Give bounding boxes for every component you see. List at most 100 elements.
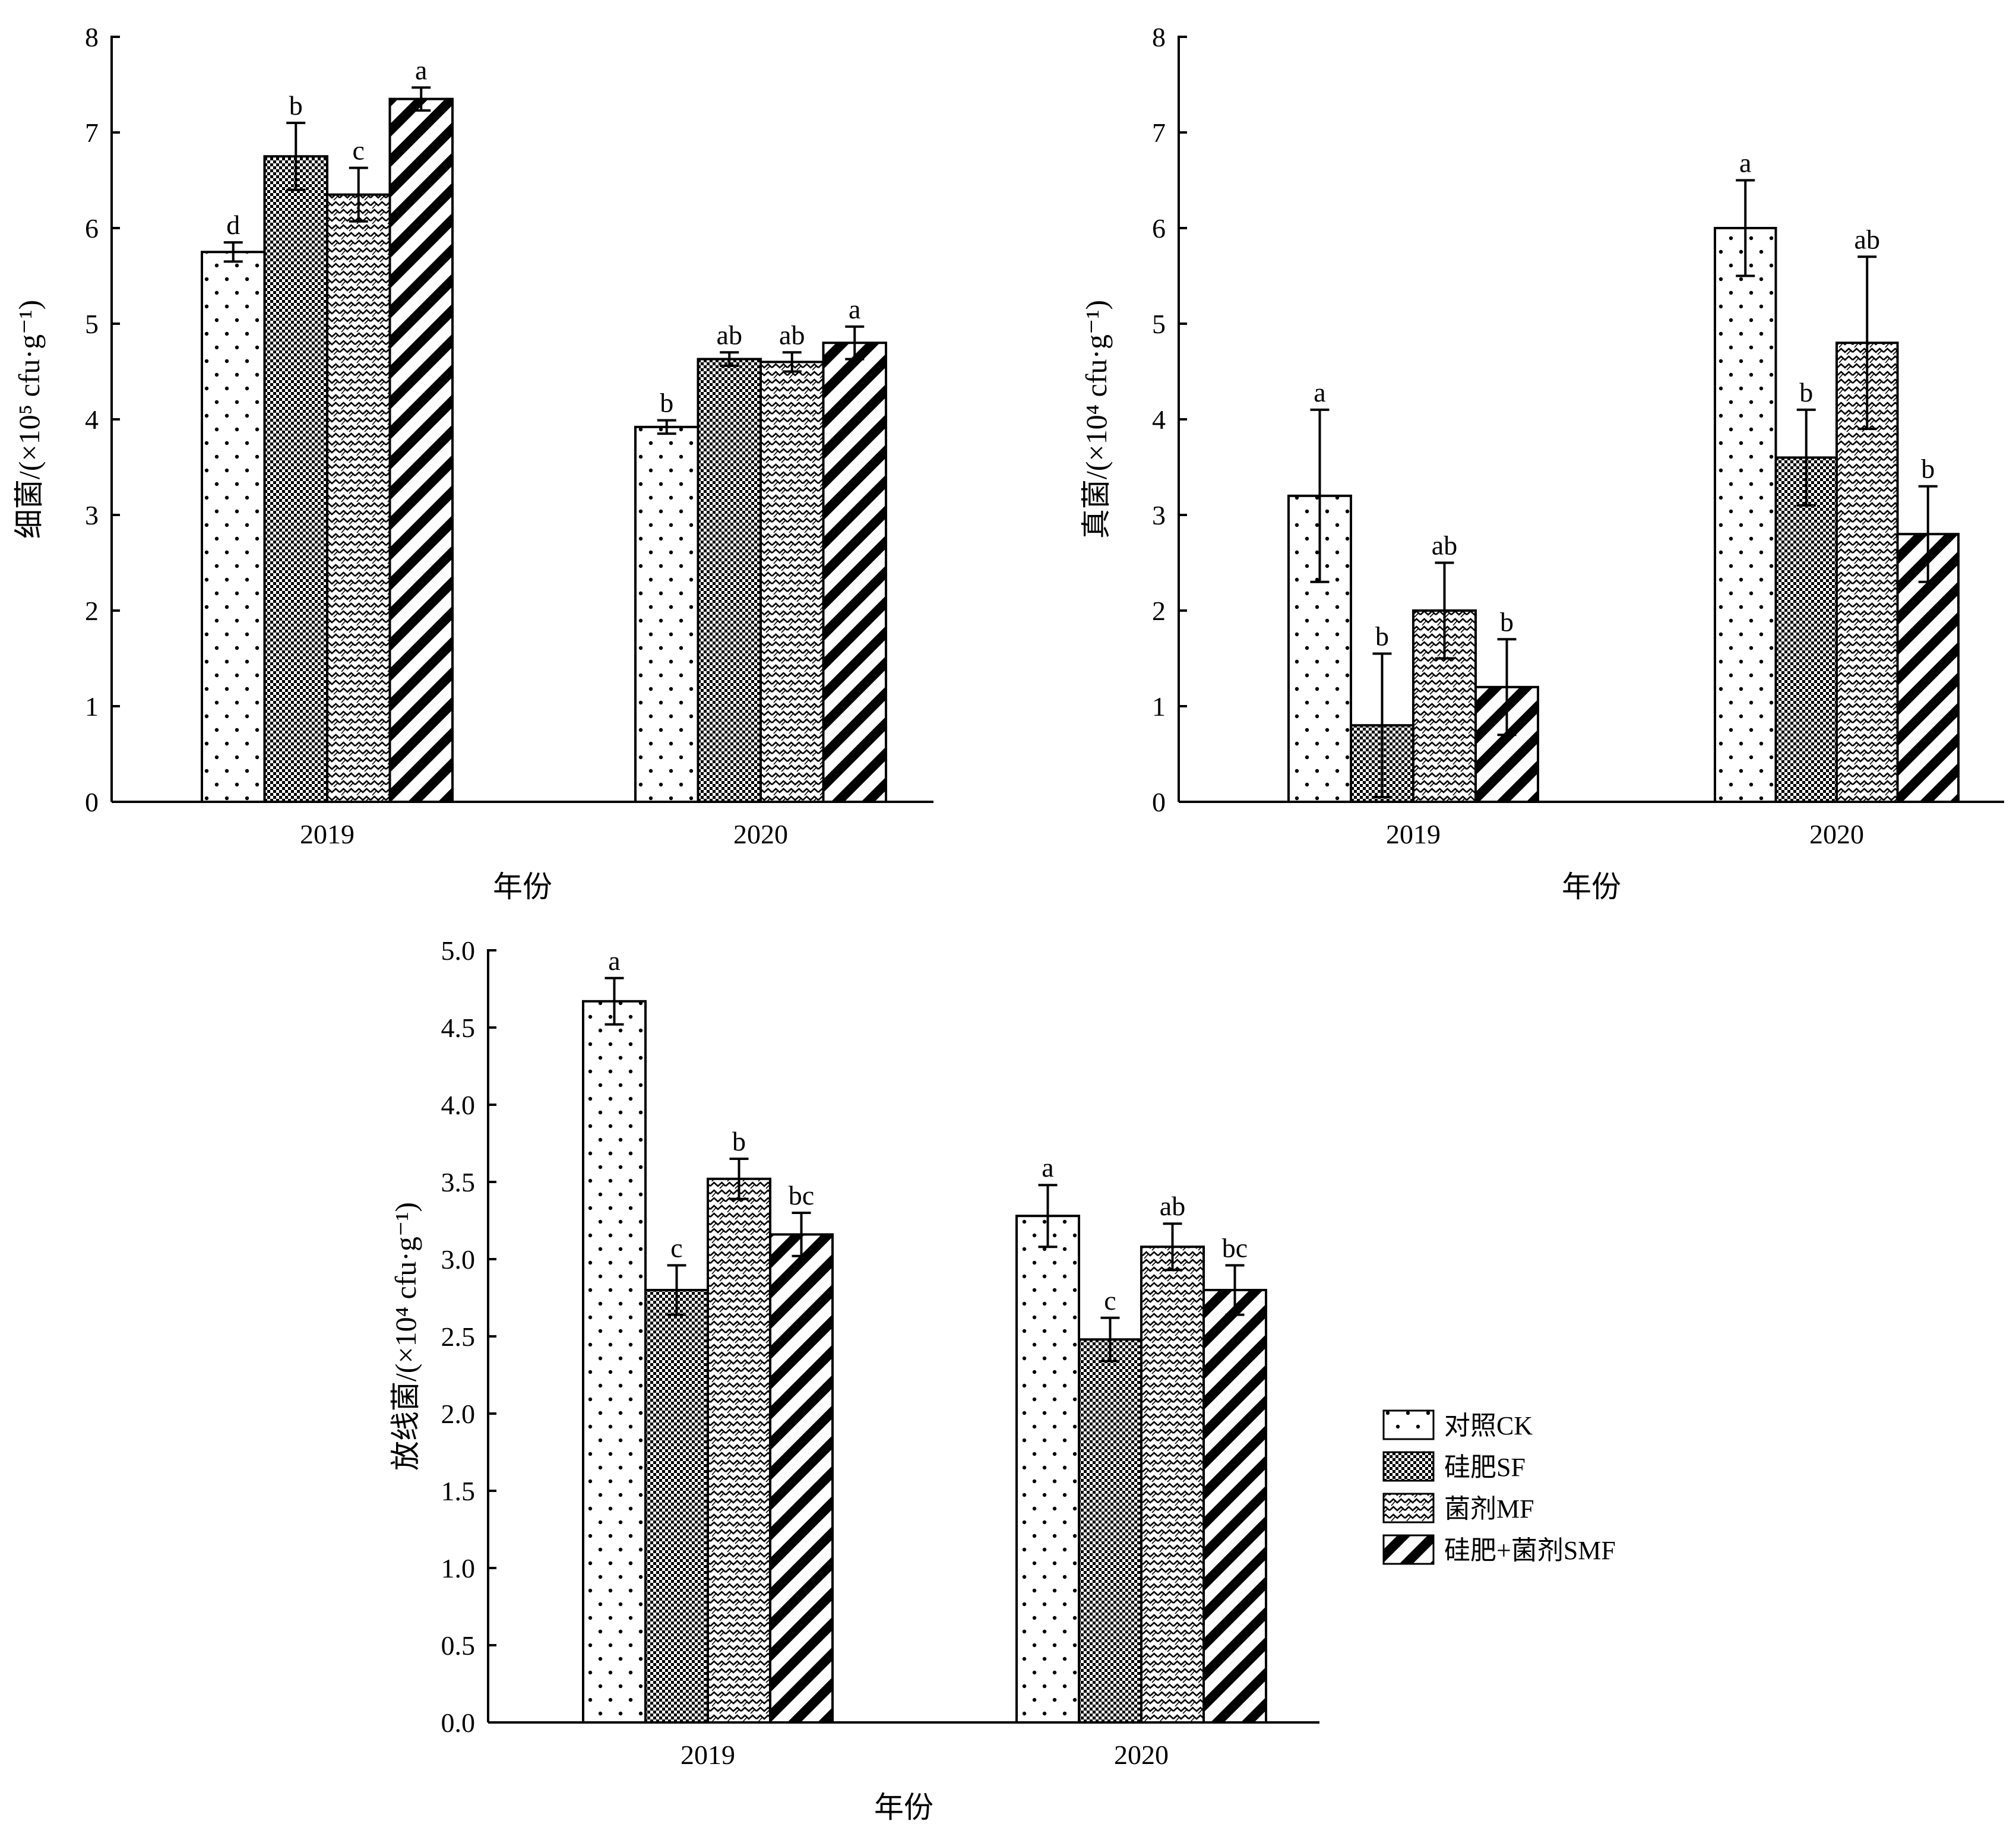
error-bar [667,1264,686,1316]
y-axis-title: 真菌/(×10⁴ cfu·g⁻¹) [1080,300,1113,539]
x-tick-label: 2019 [681,1740,735,1770]
bar-bacteria-2019-硅肥+菌剂SMF [388,97,454,803]
legend-item-MF: 菌剂MF [1382,1493,1534,1523]
error-bar [1100,1316,1120,1363]
significance-letter: ab [1854,224,1880,254]
error-bar [1372,652,1392,798]
error-bar [1918,485,1938,583]
legend-label: 菌剂MF [1444,1494,1534,1523]
error-bar [782,351,802,373]
y-tick-label: 5 [85,309,99,339]
bar-bacteria-2020-菌剂MF [759,361,825,803]
error-bar [729,1158,749,1200]
y-tick-label: 2.5 [441,1322,476,1352]
y-tick-label: 2 [1152,596,1166,626]
significance-letter: a [1739,148,1751,178]
bar-actinomycetes-2019-硅肥SF [644,1289,709,1724]
x-tick-label: 2019 [300,819,355,849]
legend-swatch [1382,1409,1435,1440]
y-tick-label: 1 [1152,691,1166,722]
y-axis-title: 放线菌/(×10⁴ cfu·g⁻¹) [389,1202,422,1471]
error-bar [792,1212,811,1257]
error-bar [720,351,739,367]
legend-label: 硅肥SF [1444,1453,1526,1482]
error-bar [657,419,676,435]
y-tick-label: 7 [85,118,99,148]
bar-bacteria-2020-硅肥+菌剂SMF [822,342,887,803]
error-bar [1225,1264,1245,1316]
x-axis-title: 年份 [493,870,552,903]
significance-letter: bc [1222,1232,1248,1263]
chart-actinomycetes: a a c c b ab bc bc 0.0 0.5 1.0 1.5 2.0 2.5 3.0 3.5 4.0 4.… [389,935,1319,1824]
y-tick-label: 5 [1152,309,1166,339]
x-tick-label: 2020 [1809,819,1864,849]
legend-item-SF: 硅肥SF [1382,1451,1526,1482]
y-tick-label: 4.0 [441,1090,476,1120]
significance-letter: c [1104,1285,1116,1316]
error-bar [1796,408,1816,507]
bar-actinomycetes-2020-对照CK [1015,1215,1080,1724]
significance-letter: c [353,135,365,166]
significance-letter: ab [717,320,742,350]
significance-letter: a [1042,1152,1053,1183]
error-bar [605,976,624,1026]
error-bar [1736,179,1755,277]
significance-letter: a [415,55,427,85]
bar-actinomycetes-2019-硅肥+菌剂SMF [769,1233,834,1724]
y-tick-label: 0 [1152,787,1166,817]
significance-letter: b [1799,377,1813,407]
bar-fungi-2020-硅肥SF [1774,456,1838,803]
y-tick-label: 5.0 [441,935,476,966]
y-tick-label: 4 [1152,404,1166,435]
y-tick-label: 4.5 [441,1013,476,1043]
legend-swatch [1382,1451,1435,1482]
y-tick-label: 0 [85,787,99,817]
legend-label: 硅肥+菌剂SMF [1444,1536,1616,1565]
significance-letter: b [1921,454,1935,484]
error-bar [349,166,368,223]
bar-bacteria-2019-硅肥SF [263,155,328,803]
error-bar [1038,1184,1058,1248]
x-tick-label: 2020 [1114,1740,1169,1770]
chart-bacteria: d b b ab c ab a a 0 1 2 3 4 5 6 7 8 2019 2020 年份 细菌/(×10⁵ cf… [12,22,933,903]
y-tick-label: 6 [1152,213,1166,244]
y-tick-label: 3 [1152,500,1166,530]
significance-letter: b [1375,621,1389,651]
error-bar [1857,255,1877,431]
bar-bacteria-2020-硅肥SF [697,358,762,803]
legend-swatch [1382,1493,1435,1523]
y-tick-label: 1 [85,691,99,722]
error-bar [1497,638,1517,736]
bar-bacteria-2019-对照CK [201,251,266,803]
error-bar [223,241,243,263]
significance-letter: b [732,1126,746,1156]
significance-letter: a [1314,377,1325,407]
bar-bacteria-2020-对照CK [634,425,700,803]
bar-bacteria-2019-菌剂MF [326,193,391,803]
significance-letter: a [608,946,620,976]
x-tick-label: 2020 [733,819,788,849]
legend-item-SMF: 硅肥+菌剂SMF [1382,1534,1616,1565]
legend-label: 对照CK [1444,1411,1533,1440]
bar-actinomycetes-2020-硅肥+菌剂SMF [1202,1289,1267,1724]
y-tick-label: 3.0 [441,1244,476,1275]
significance-letter: b [1500,606,1514,637]
y-tick-label: 1.0 [441,1553,476,1583]
y-tick-label: 8 [1152,22,1166,52]
significance-letter: b [660,388,673,418]
x-tick-label: 2019 [1386,819,1441,849]
error-bar [845,325,865,361]
significance-letter: ab [779,320,805,350]
significance-letter: b [289,90,303,121]
y-tick-label: 6 [85,213,99,244]
bar-actinomycetes-2020-菌剂MF [1140,1245,1205,1724]
legend-swatch [1382,1534,1435,1565]
y-tick-label: 7 [1152,118,1166,148]
bar-actinomycetes-2019-菌剂MF [707,1177,771,1724]
y-tick-label: 1.5 [441,1476,476,1506]
y-tick-label: 2.0 [441,1399,476,1429]
legend-item-CK: 对照CK [1382,1409,1533,1440]
